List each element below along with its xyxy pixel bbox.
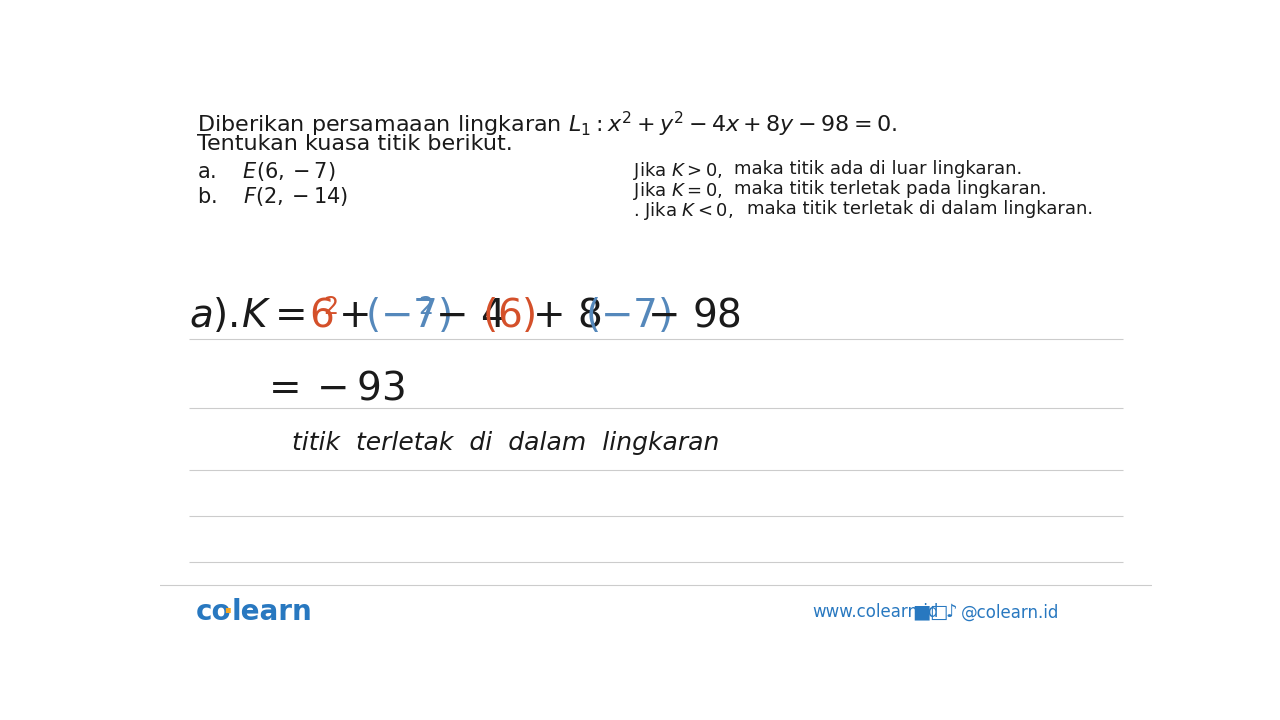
Text: $(-7)$: $(-7)$ [365, 297, 452, 336]
Text: maka titik terletak di dalam lingkaran.: maka titik terletak di dalam lingkaran. [748, 200, 1093, 218]
Text: . Jika $K < 0,$: . Jika $K < 0,$ [632, 200, 733, 222]
Text: $+$: $+$ [338, 297, 369, 335]
Text: $(6)$: $(6)$ [481, 297, 535, 336]
Text: ■: ■ [911, 603, 931, 622]
Text: learn: learn [232, 598, 312, 626]
Text: ·: · [221, 598, 233, 626]
Text: $a).$: $a).$ [189, 297, 238, 336]
Text: $(-7)$: $(-7)$ [585, 297, 671, 336]
Text: $-\ 98$: $-\ 98$ [646, 297, 741, 335]
Text: $= -93$: $= -93$ [261, 370, 404, 408]
Text: ♪: ♪ [946, 603, 957, 621]
Text: titik  terletak  di  dalam  lingkaran: titik terletak di dalam lingkaran [292, 431, 719, 455]
Text: Diberikan persamaaan lingkaran $L_1 : x^2 + y^2 - 4x + 8y - 98 = 0.$: Diberikan persamaaan lingkaran $L_1 : x^… [197, 109, 897, 139]
Text: $2$: $2$ [419, 295, 433, 320]
Text: Jika $K > 0,$: Jika $K > 0,$ [632, 161, 722, 182]
Text: Tentukan kuasa titik berikut.: Tentukan kuasa titik berikut. [197, 134, 513, 154]
Text: $2$: $2$ [323, 295, 338, 320]
Text: maka titik ada di luar lingkaran.: maka titik ada di luar lingkaran. [733, 161, 1021, 179]
Text: www.colearn.id: www.colearn.id [813, 603, 940, 621]
Text: $K = $: $K = $ [242, 297, 305, 335]
Text: □: □ [929, 603, 947, 622]
Text: b.    $F(2, -14)$: b. $F(2, -14)$ [197, 185, 348, 208]
Text: a.    $E(6, -7)$: a. $E(6, -7)$ [197, 161, 335, 184]
Text: Jika $K = 0,$: Jika $K = 0,$ [632, 180, 722, 202]
Text: $-\ 4$: $-\ 4$ [435, 297, 504, 335]
Text: $6$: $6$ [308, 297, 333, 335]
Text: co: co [196, 598, 232, 626]
Text: @colearn.id: @colearn.id [960, 603, 1059, 621]
Text: maka titik terletak pada lingkaran.: maka titik terletak pada lingkaran. [733, 180, 1046, 198]
Text: $+\ 8$: $+\ 8$ [532, 297, 602, 335]
